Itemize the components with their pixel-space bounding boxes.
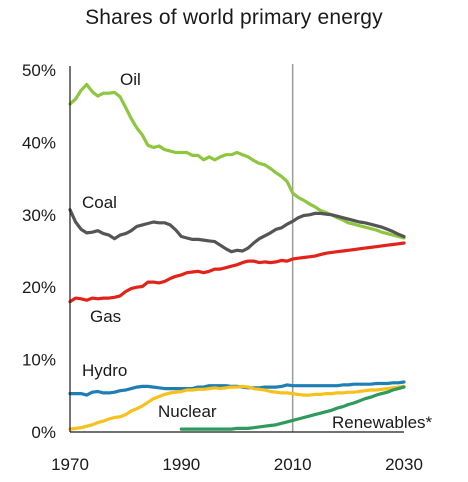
series-line-renewables	[179, 385, 406, 431]
series-label-oil: Oil	[120, 70, 141, 89]
series-label-coal: Coal	[82, 193, 117, 212]
y-tick-label-10: 10%	[22, 351, 56, 370]
x-tick-label-1970: 1970	[51, 455, 89, 474]
x-axis-labels: 1970 1990 2010 2030	[51, 455, 423, 474]
x-tick-label-1990: 1990	[162, 455, 200, 474]
x-tick-label-2030: 2030	[385, 455, 423, 474]
series-line-coal	[68, 208, 406, 254]
y-axis-labels: 0% 10% 20% 30% 40% 50%	[22, 61, 56, 442]
x-tick-label-2010: 2010	[274, 455, 312, 474]
series-label-renewables: Renewables*	[332, 413, 433, 432]
series-label-hydro: Hydro	[82, 361, 127, 380]
series-label-gas: Gas	[90, 307, 121, 326]
y-tick-label-40: 40%	[22, 133, 56, 152]
y-tick-label-50: 50%	[22, 61, 56, 80]
axes-layer	[69, 66, 404, 433]
y-tick-label-20: 20%	[22, 278, 56, 297]
series-line-nuclear	[68, 384, 406, 431]
series-layer	[68, 82, 406, 431]
y-tick-label-30: 30%	[22, 206, 56, 225]
y-tick-label-0: 0%	[31, 423, 56, 442]
series-labels: Oil Coal Gas Hydro Nuclear Renewables*	[82, 70, 433, 432]
chart-title: Shares of world primary energy	[85, 6, 383, 29]
series-line-oil	[68, 82, 406, 240]
series-line-gas	[68, 241, 406, 304]
series-label-nuclear: Nuclear	[158, 402, 217, 421]
